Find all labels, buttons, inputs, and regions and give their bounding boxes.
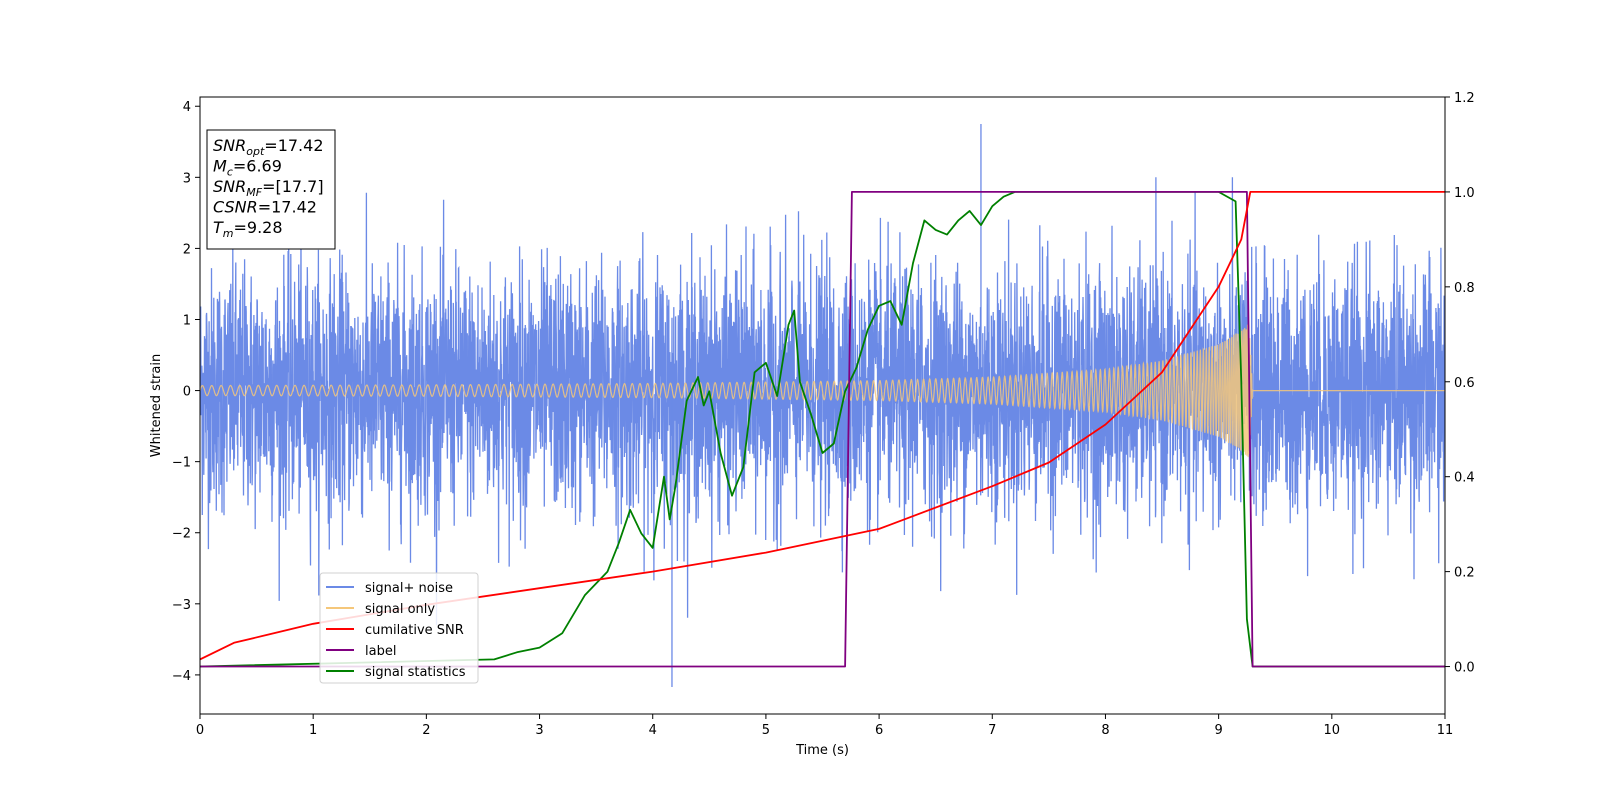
y-left-tick-label: −4	[172, 669, 191, 684]
x-tick-label: 0	[196, 723, 204, 738]
x-tick-label: 6	[875, 723, 883, 738]
y-right-tick-label: 1.0	[1454, 186, 1475, 201]
y-left-tick-label: 1	[183, 313, 191, 328]
x-tick-label: 11	[1437, 723, 1454, 738]
y-right-tick-label: 0.0	[1454, 661, 1475, 676]
y-left-tick-label: −2	[172, 527, 191, 542]
legend: signal+ noise signal only cumilative SNR la…	[319, 572, 479, 684]
legend-label: label	[365, 644, 396, 659]
plot-frame	[199, 96, 1446, 715]
y-left-tick-label: −3	[172, 598, 191, 613]
x-tick-label: 8	[1101, 723, 1109, 738]
y-right-tick-label: 1.2	[1454, 91, 1475, 106]
legend-label: signal only	[365, 602, 435, 617]
y-left-tick-label: 3	[183, 171, 191, 186]
x-tick-label: 9	[1214, 723, 1222, 738]
annotation-line: CSNR=17.42	[213, 198, 317, 217]
x-tick-label: 1	[309, 723, 317, 738]
x-tick-label: 5	[762, 723, 770, 738]
y-right-tick-label: 0.2	[1454, 566, 1475, 581]
y-left-tick-label: 0	[183, 385, 191, 400]
annotation-line: SNRopt=17.42	[213, 136, 324, 158]
x-axis-ticks: 0 1 2 3 4 5 6 7 8 9 10 11	[196, 714, 1453, 738]
legend-label: signal+ noise	[365, 581, 453, 596]
x-axis-label: Time (s)	[795, 743, 849, 758]
y-axis-right-ticks: 1.2 1.0 0.8 0.6 0.4 0.2 0.0	[1445, 91, 1475, 676]
annotation-line: SNRMF=[17.7]	[213, 177, 324, 199]
y-right-tick-label: 0.4	[1454, 471, 1475, 486]
y-left-tick-label: 4	[183, 100, 191, 115]
x-tick-label: 4	[649, 723, 657, 738]
x-tick-label: 10	[1324, 723, 1341, 738]
x-tick-label: 3	[535, 723, 543, 738]
y-right-tick-label: 0.8	[1454, 281, 1475, 296]
label-line	[200, 190, 1445, 668]
signal-only-line	[200, 324, 1445, 458]
annotation-line: Tm=9.28	[213, 218, 283, 240]
signal-only-series-group	[200, 324, 1445, 458]
annotation-box: SNRopt=17.42Mc=6.69SNRMF=[17.7]CSNR=17.4…	[206, 129, 336, 250]
annotation-frame	[206, 129, 336, 250]
legend-label: signal statistics	[365, 665, 466, 680]
y-left-tick-label: 2	[183, 242, 191, 257]
annotation-line: Mc=6.69	[213, 157, 282, 179]
legend-label: cumilative SNR	[365, 623, 464, 638]
y-left-tick-label: −1	[172, 456, 191, 471]
legend-frame	[319, 572, 479, 684]
x-tick-label: 7	[988, 723, 996, 738]
y-right-tick-label: 0.6	[1454, 376, 1475, 391]
y-axis-label: Whitened strain	[149, 354, 164, 457]
y-axis-left-ticks: 4 3 2 1 0 −1 −2 −3 −4	[172, 100, 200, 684]
signal-noise-line	[200, 177, 1445, 626]
x-tick-label: 2	[422, 723, 430, 738]
